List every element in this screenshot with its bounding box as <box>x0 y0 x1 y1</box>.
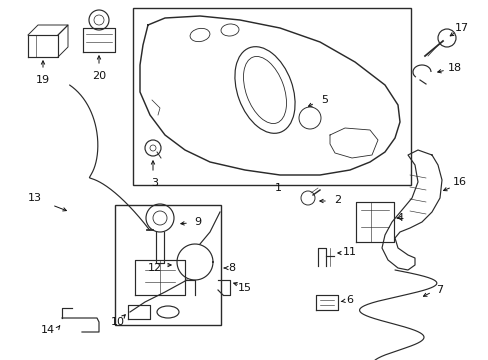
Text: 17: 17 <box>454 23 468 33</box>
Text: 8: 8 <box>228 263 235 273</box>
Text: 15: 15 <box>238 283 251 293</box>
Text: 1: 1 <box>274 183 281 193</box>
Text: 2: 2 <box>334 195 341 205</box>
Text: 13: 13 <box>28 193 42 203</box>
Text: 5: 5 <box>321 95 328 105</box>
Text: 12: 12 <box>148 263 162 273</box>
Text: 14: 14 <box>41 325 55 335</box>
Text: 4: 4 <box>396 213 403 223</box>
Text: 6: 6 <box>346 295 353 305</box>
Text: 11: 11 <box>342 247 356 257</box>
Text: 10: 10 <box>111 317 125 327</box>
Text: 7: 7 <box>436 285 443 295</box>
Text: 3: 3 <box>151 178 158 188</box>
Text: 18: 18 <box>447 63 461 73</box>
Text: 19: 19 <box>36 75 50 85</box>
Text: 16: 16 <box>452 177 466 187</box>
Text: 9: 9 <box>194 217 201 227</box>
Text: 20: 20 <box>92 71 106 81</box>
